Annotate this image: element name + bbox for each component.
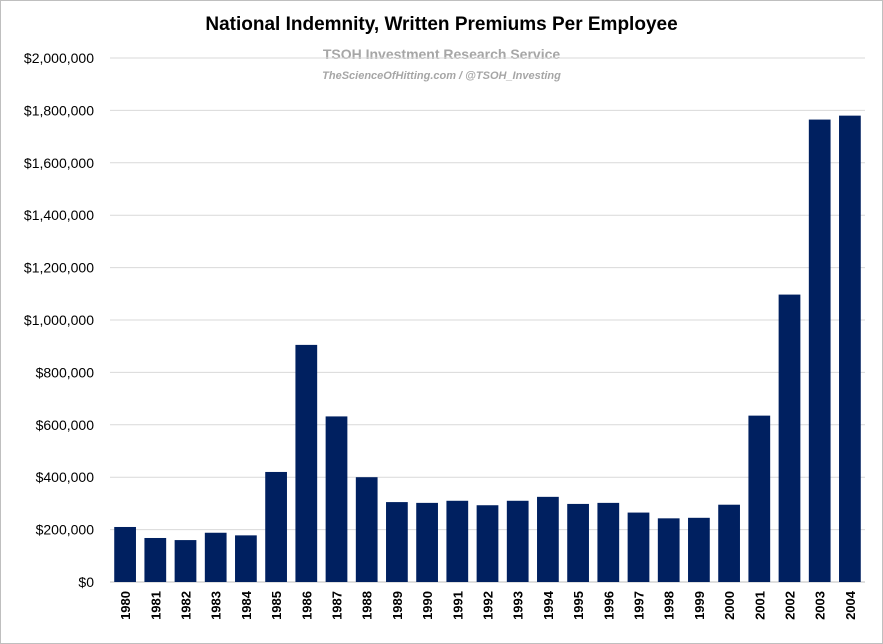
- y-axis: $0 $200,000 $400,000 $600,000 $800,000 $1,000…: [24, 50, 94, 590]
- bar-2002: [778, 294, 801, 582]
- bar-1980: [114, 526, 136, 582]
- bar-2001: [748, 415, 771, 582]
- x-axis: 1980 1981 1982 1983 1984 1985 1986 1987 1988 1989…: [118, 590, 858, 620]
- bar-1988: [355, 477, 378, 582]
- bar-1983: [204, 532, 227, 582]
- y-tick-label: $1,600,000: [24, 155, 94, 171]
- x-tick-label: 2000: [722, 591, 737, 620]
- x-tick-label: 1996: [601, 591, 616, 620]
- bars: [114, 115, 861, 582]
- bar-1999: [688, 517, 710, 582]
- bar-1990: [416, 502, 438, 582]
- bar-1996: [597, 502, 620, 582]
- x-tick-label: 1983: [209, 591, 224, 620]
- bar-1987: [325, 416, 348, 582]
- bar-1981: [144, 537, 167, 582]
- x-tick-label: 1997: [632, 591, 647, 620]
- x-tick-label: 1981: [148, 591, 163, 620]
- x-tick-label: 2002: [783, 591, 798, 620]
- x-tick-label: 1989: [390, 591, 405, 620]
- y-tick-label: $2,000,000: [24, 50, 94, 66]
- x-tick-label: 1991: [450, 591, 465, 620]
- bar-1991: [446, 500, 469, 582]
- x-tick-label: 1980: [118, 591, 133, 620]
- chart-title: National Indemnity, Written Premiums Per…: [205, 14, 678, 35]
- x-tick-label: 1995: [571, 591, 586, 620]
- y-tick-label: $0: [78, 574, 94, 590]
- x-tick-label: 1984: [239, 590, 254, 620]
- bar-2004: [839, 115, 861, 582]
- y-tick-label: $200,000: [36, 522, 95, 538]
- y-tick-label: $1,000,000: [24, 312, 94, 328]
- bar-2003: [808, 119, 831, 582]
- chart-source: TheScienceOfHitting.com / @TSOH_Investin…: [322, 70, 561, 82]
- y-tick-label: $600,000: [36, 417, 95, 433]
- bar-1989: [386, 502, 408, 582]
- x-tick-label: 1987: [330, 591, 345, 620]
- x-tick-label: 1992: [481, 591, 496, 620]
- y-tick-label: $800,000: [36, 364, 95, 380]
- x-tick-label: 2001: [752, 591, 767, 620]
- y-tick-label: $1,400,000: [24, 207, 94, 223]
- bar-1992: [476, 505, 499, 582]
- x-tick-label: 1998: [662, 591, 677, 620]
- x-tick-label: 2003: [813, 591, 828, 620]
- x-tick-label: 1990: [420, 591, 435, 620]
- bar-1995: [567, 503, 589, 582]
- x-tick-label: 1982: [179, 591, 194, 620]
- x-tick-label: 2004: [843, 590, 858, 620]
- y-tick-label: $400,000: [36, 469, 95, 485]
- x-tick-label: 1993: [511, 591, 526, 620]
- bar-1997: [627, 512, 650, 582]
- x-tick-label: 1988: [360, 591, 375, 620]
- bar-1994: [537, 496, 559, 582]
- x-tick-label: 1994: [541, 590, 556, 620]
- bar-1984: [235, 535, 257, 582]
- bar-1982: [174, 540, 197, 582]
- bar-1998: [657, 518, 680, 582]
- y-tick-label: $1,800,000: [24, 102, 94, 118]
- bar-1985: [265, 471, 287, 582]
- x-tick-label: 1986: [299, 591, 314, 620]
- x-tick-label: 1985: [269, 591, 284, 620]
- bar-2000: [718, 504, 740, 582]
- bar-1993: [506, 500, 529, 582]
- x-tick-label: 1999: [692, 591, 707, 620]
- y-tick-label: $1,200,000: [24, 260, 94, 276]
- bar-1986: [295, 344, 318, 582]
